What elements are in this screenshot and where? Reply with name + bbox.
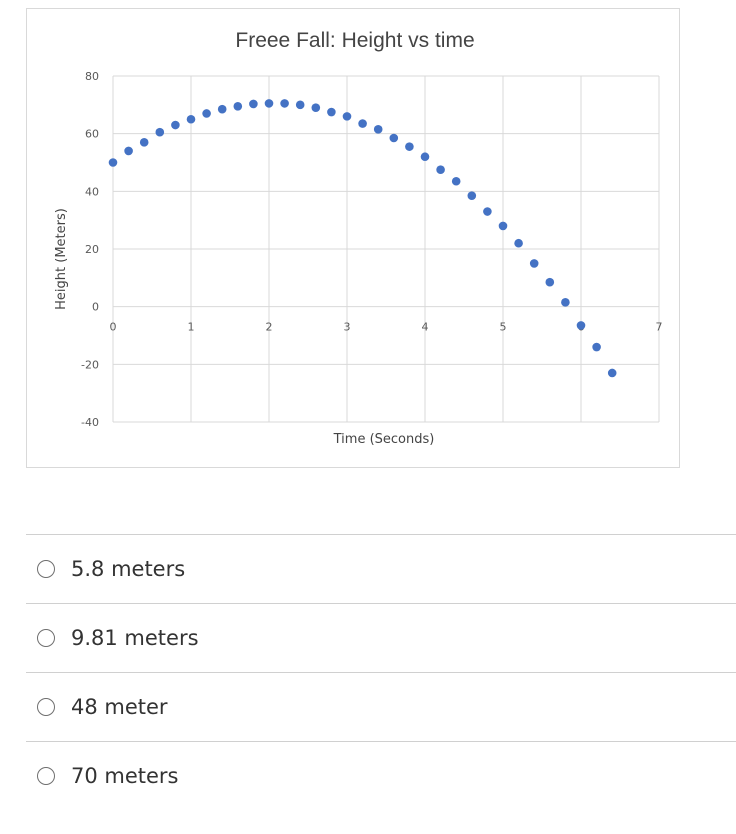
data-point [405,142,414,151]
grid-lines [112,75,660,423]
data-point [264,99,274,108]
data-point [467,191,477,200]
data-point [529,259,539,268]
data-point [171,120,180,130]
y-tick-label: 20 [85,243,99,256]
x-tick-label: 0 [110,321,117,334]
radio-button[interactable] [37,767,55,785]
data-point [311,103,321,113]
answer-option-2[interactable]: 9.81 meters [26,603,736,672]
answer-option-4[interactable]: 70 meters [26,741,736,810]
x-tick-label: 2 [266,321,273,334]
data-point [498,221,508,231]
y-tick-label: -40 [81,416,99,429]
x-tick-label: 5 [500,321,507,334]
answer-option-label: 70 meters [71,764,179,788]
data-point [545,277,555,287]
y-tick-label: -20 [81,358,99,371]
y-tick-label: 40 [85,185,99,198]
y-tick-label: 60 [85,128,99,141]
x-tick-label: 1 [188,321,195,334]
data-point [295,100,305,110]
data-point [389,133,399,143]
data-point [280,99,289,108]
x-tick-label: 3 [344,321,351,334]
data-points [108,99,617,378]
radio-button[interactable] [37,698,55,716]
answer-option-label: 5.8 meters [71,557,186,581]
x-axis-title: Time (Seconds) [333,432,435,447]
data-point [186,114,196,124]
chart-panel: Freee Fall: Height vs time 80 60 40 20 0 -20-… [26,8,680,468]
data-point [202,109,211,118]
radio-button[interactable] [37,560,55,578]
data-point [514,238,523,248]
scatter-chart: Freee Fall: Height vs time 806040200-20-… [54,29,663,447]
data-point [420,152,430,162]
data-point [592,342,601,352]
data-point [327,107,336,117]
data-point [108,158,118,167]
data-point [436,165,445,175]
answer-options: 5.8 meters 9.81 meters 48 meter 70 meter… [26,534,736,810]
x-tick-label: 7 [656,321,663,334]
y-tick-label: 0 [92,301,99,314]
data-point [451,176,461,186]
data-point [233,101,243,111]
chart-title: Freee Fall: Height vs time [235,29,474,52]
data-point [342,112,352,121]
answer-option-1[interactable]: 5.8 meters [26,534,736,603]
data-point [483,207,492,216]
radio-button[interactable] [37,629,55,647]
y-tick-label: 80 [85,70,99,83]
data-point [124,146,133,156]
data-point [576,321,586,330]
y-axis-title: Height (Meters) [54,208,69,310]
answer-option-label: 48 meter [71,695,168,719]
data-point [249,99,258,109]
data-point [217,104,227,114]
x-tick-label: 4 [422,321,429,334]
data-point [561,298,570,307]
data-point [155,127,165,137]
data-point [607,368,617,378]
answer-option-label: 9.81 meters [71,626,199,650]
answer-option-3[interactable]: 48 meter [26,672,736,741]
data-point [373,125,383,134]
data-point [139,138,149,147]
data-point [358,119,367,128]
